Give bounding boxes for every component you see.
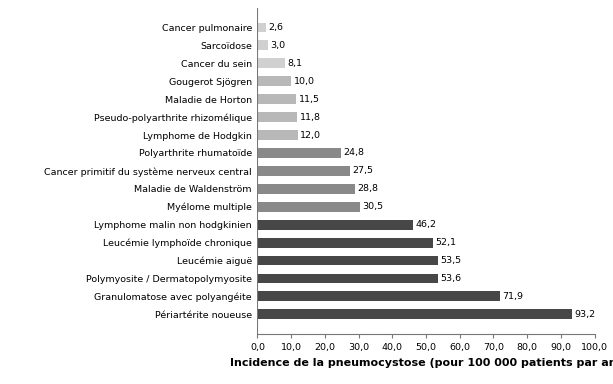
Text: 71,9: 71,9	[502, 292, 524, 301]
Bar	[257, 94, 296, 104]
Bar	[257, 291, 500, 301]
Bar	[257, 220, 413, 230]
Text: 11,8: 11,8	[300, 113, 321, 122]
Bar	[257, 273, 438, 283]
Bar	[257, 256, 438, 265]
Text: 53,5: 53,5	[440, 256, 462, 265]
Text: 2,6: 2,6	[268, 23, 284, 32]
Text: 10,0: 10,0	[294, 77, 314, 86]
Text: 93,2: 93,2	[574, 310, 595, 319]
Bar	[257, 310, 572, 319]
Bar	[257, 238, 433, 248]
Text: 12,0: 12,0	[300, 131, 321, 139]
Text: 30,5: 30,5	[363, 202, 384, 211]
Bar	[257, 58, 285, 68]
Text: 52,1: 52,1	[435, 238, 457, 247]
Bar	[257, 23, 266, 32]
Text: 27,5: 27,5	[352, 166, 373, 175]
Text: 46,2: 46,2	[416, 220, 436, 229]
Text: 11,5: 11,5	[299, 95, 319, 104]
Text: 8,1: 8,1	[287, 59, 302, 68]
Text: 3,0: 3,0	[270, 41, 285, 50]
Text: 24,8: 24,8	[343, 149, 365, 157]
Bar	[257, 40, 267, 50]
Bar	[257, 130, 298, 140]
Text: 28,8: 28,8	[357, 184, 378, 193]
Bar	[257, 184, 354, 194]
Bar	[257, 166, 350, 176]
Bar	[257, 148, 341, 158]
Bar	[257, 76, 291, 86]
Bar	[257, 112, 297, 122]
X-axis label: Incidence de la pneumocystose (pour 100 000 patients par an): Incidence de la pneumocystose (pour 100 …	[230, 358, 613, 367]
Bar	[257, 202, 360, 212]
Text: 53,6: 53,6	[441, 274, 462, 283]
